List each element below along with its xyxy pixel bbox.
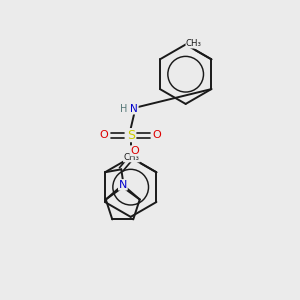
Text: O: O [153,130,161,140]
Text: S: S [127,129,135,142]
Text: CH₃: CH₃ [124,153,140,162]
Text: O: O [130,146,139,156]
Text: N: N [130,104,138,114]
Text: H: H [121,104,128,114]
Text: O: O [100,130,109,140]
Text: CH₃: CH₃ [186,39,202,48]
Text: N: N [118,180,127,190]
Text: N: N [118,180,127,190]
